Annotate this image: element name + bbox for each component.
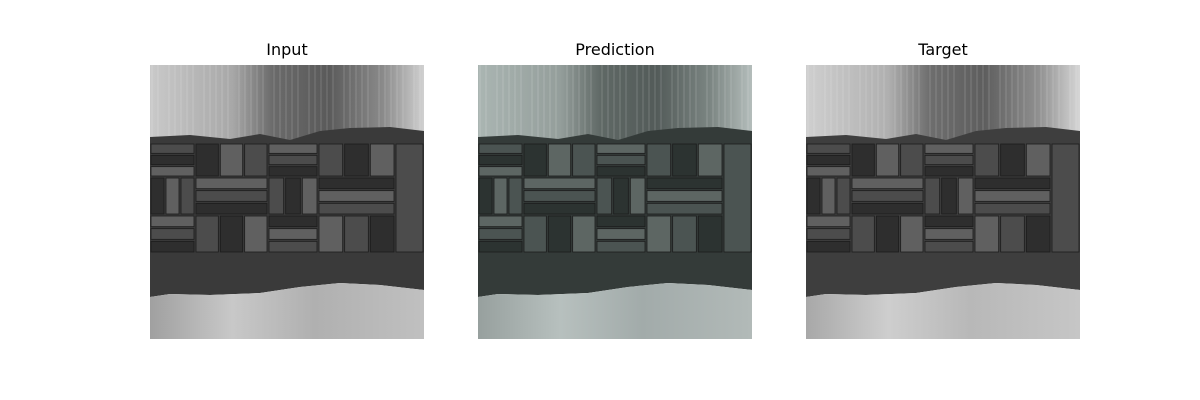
- panel-title-target: Target: [918, 40, 968, 59]
- target-image: [806, 65, 1080, 339]
- panel-prediction: Prediction: [478, 0, 752, 400]
- prediction-image: [478, 65, 752, 339]
- wood-bottom-region: [806, 283, 1080, 339]
- wood-bottom-region: [478, 283, 752, 339]
- panel-title-input: Input: [266, 40, 308, 59]
- panel-target: Target: [806, 0, 1080, 400]
- panel-title-prediction: Prediction: [575, 40, 655, 59]
- input-image: [150, 65, 424, 339]
- wood-bottom-region: [150, 283, 424, 339]
- panel-input: Input: [150, 0, 424, 400]
